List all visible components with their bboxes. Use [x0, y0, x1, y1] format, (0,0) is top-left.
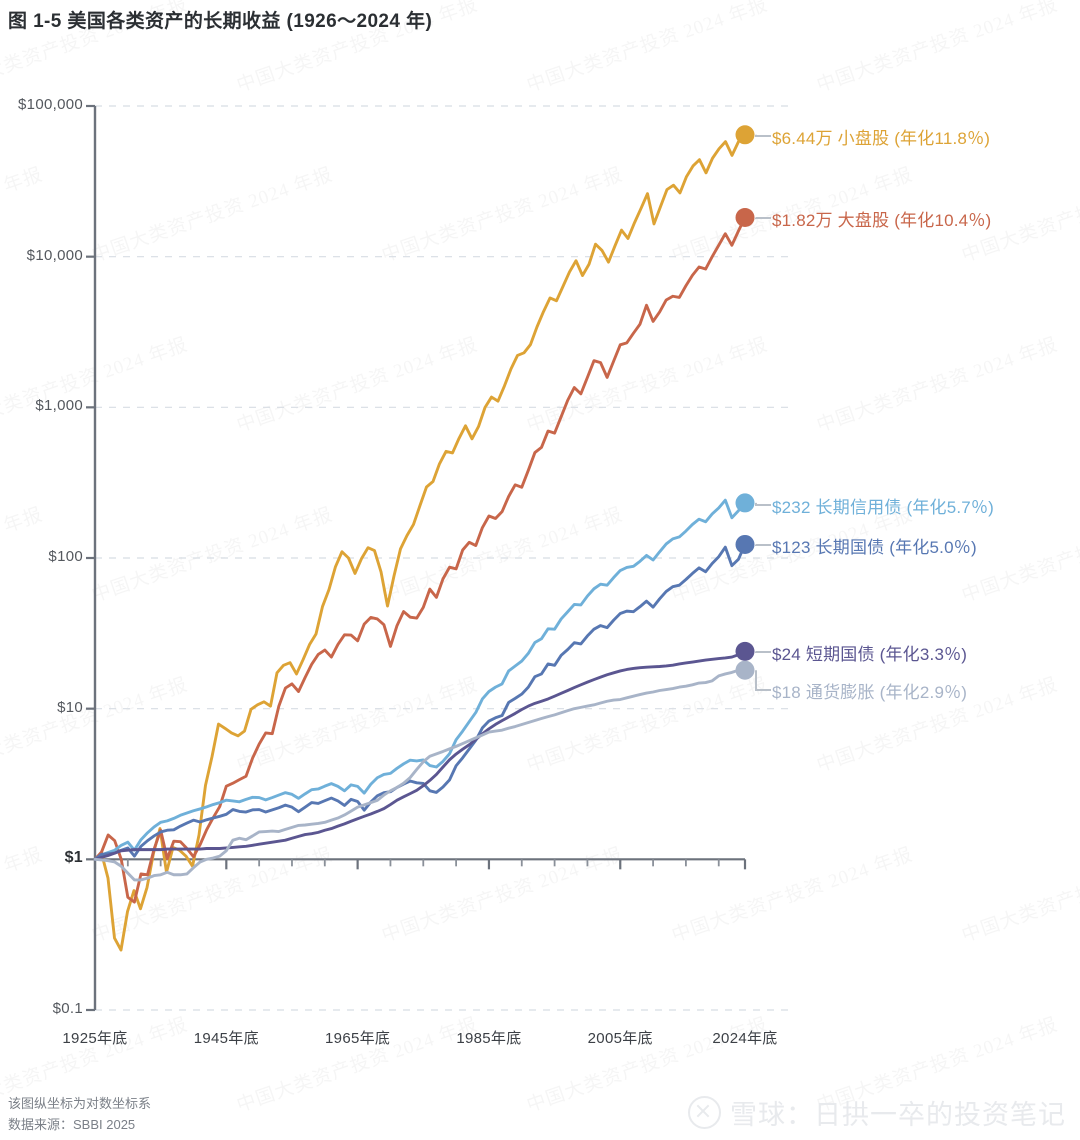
series-line-小盘股: [93, 133, 747, 952]
series-line-长期信用债: [93, 498, 747, 861]
endpoint-dot-大盘股: [735, 207, 755, 227]
series-end-label-通货膨胀: $18 通货膨胀 (年化2.9％): [772, 683, 968, 702]
series-line-长期国债: [93, 543, 747, 861]
leader-line-短期国债: [755, 651, 771, 653]
series-end-label-长期国债: $123 长期国债 (年化5.0％): [772, 538, 977, 557]
endpoint-dot-通货膨胀: [735, 660, 755, 680]
series-end-label-短期国债: $24 短期国债 (年化3.3％): [772, 645, 968, 664]
y-axis-label: $100,000: [18, 96, 83, 113]
x-axis-label: 2024年底: [712, 1030, 778, 1048]
y-axis-label: $10: [57, 698, 83, 716]
x-axis-label: 1925年底: [62, 1030, 128, 1048]
x-axis-label: 1985年底: [456, 1030, 522, 1048]
series-line-通货膨胀: [93, 668, 747, 882]
x-axis-label: 1965年底: [325, 1030, 391, 1048]
y-axis-label: $100: [48, 548, 83, 565]
note-log-scale: 该图纵坐标为对数坐标系: [8, 1096, 152, 1111]
x-axis-label: 1945年底: [193, 1030, 259, 1048]
endpoint-dot-长期国债: [735, 534, 755, 554]
leader-line-长期信用债: [755, 502, 771, 506]
series-line-短期国债: [93, 649, 747, 861]
leader-line-通货膨胀: [755, 670, 771, 691]
page-title: 图 1-5 美国各类资产的长期收益 (1926～2024 年): [8, 11, 433, 32]
endpoint-dot-短期国债: [735, 641, 755, 661]
y-axis-label: $10,000: [26, 246, 83, 264]
brand-text: 雪球：日拱一卒的投资笔记: [730, 1100, 1066, 1130]
y-axis-label: $1: [64, 849, 83, 867]
endpoint-dot-长期信用债: [735, 493, 755, 513]
y-axis-label: $0.1: [52, 1000, 83, 1017]
xueqiu-logo-icon: [688, 1096, 721, 1129]
endpoint-dot-小盘股: [735, 125, 755, 145]
series-end-label-大盘股: $1.82万 大盘股 (年化10.4％): [772, 211, 992, 230]
leader-line-长期国债: [755, 544, 771, 546]
series-line-大盘股: [93, 216, 747, 904]
leader-line-大盘股: [755, 217, 771, 219]
leader-line-小盘股: [755, 134, 771, 137]
series-end-label-长期信用债: $232 长期信用债 (年化5.7％): [772, 498, 995, 517]
brand-watermark: 雪球：日拱一卒的投资笔记: [688, 1093, 1066, 1132]
x-axis-label: 2005年底: [587, 1030, 653, 1048]
chart-notes: 该图纵坐标为对数坐标系 数据来源：SBBI 2025: [8, 1093, 151, 1136]
series-end-label-小盘股: $6.44万 小盘股 (年化11.8％): [772, 129, 991, 148]
note-source: 数据来源：SBBI 2025: [8, 1117, 136, 1133]
y-axis-label: $1,000: [35, 397, 83, 415]
